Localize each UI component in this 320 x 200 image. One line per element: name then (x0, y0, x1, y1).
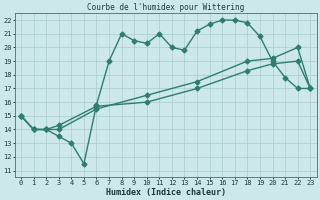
Title: Courbe de l'humidex pour Wittering: Courbe de l'humidex pour Wittering (87, 3, 244, 12)
X-axis label: Humidex (Indice chaleur): Humidex (Indice chaleur) (106, 188, 226, 197)
